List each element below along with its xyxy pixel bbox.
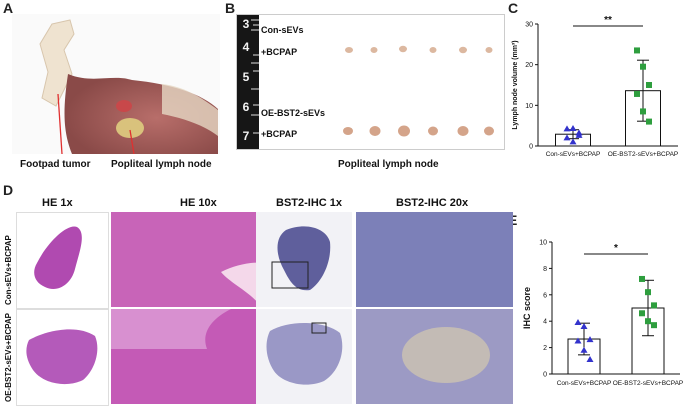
data-point [639,275,645,282]
y-tick-label: 0 [529,144,533,151]
data-point [634,90,640,97]
he-1x-con [16,212,109,309]
y-axis-label: IHC score [522,287,532,329]
data-point [574,319,582,326]
lymph-node-photo: Con-sEVs +BCPAP OE-BST2-sEVs +BCPAP 3 4 [236,14,505,150]
he-1x-oe [16,309,109,406]
ruler-num-7: 7 [242,129,250,143]
data-point [645,289,651,296]
panel-letter-d: D [3,182,14,198]
y-tick-label: 6 [543,292,547,299]
data-point [640,108,646,115]
row-label-con: Con-sEVs+BCPAP [4,235,13,305]
label-footpad-tumor: Footpad tumor [20,159,91,170]
ruler-num-4: 4 [242,40,250,54]
row2-label-line1: OE-BST2-sEVs [261,108,326,118]
ruler-num-3: 3 [242,17,250,31]
panel-letter-c: C [508,0,519,16]
data-point [646,82,652,88]
row2-label-line2: +BCPAP [261,129,298,139]
chart-ihc-score: 0 2 4 6 8 10 IHC score Con-sEVs+BCPAP OE-BST2-sE… [522,240,684,388]
panel-letter-b: B [225,0,236,16]
data-point [574,337,582,344]
category-label: OE-BST2-sEVs+BCPAP [613,380,684,387]
col-header-bst2-ihc-20x: BST2-IHC 20x [396,197,469,209]
category-label: Con-sEVs+BCPAP [546,151,601,158]
data-point [580,346,588,353]
data-point [645,318,651,325]
data-point [651,322,657,329]
data-point [640,63,646,70]
data-point [563,134,571,141]
data-point [569,138,577,145]
col-header-bst2-ihc-1x: BST2-IHC 1x [276,197,343,209]
y-tick-label: 10 [539,240,547,247]
label-popliteal-lymph-node: Popliteal lymph node [111,159,212,170]
row1-label-line2: +BCPAP [261,47,298,57]
ruler-num-6: 6 [242,100,250,114]
data-point [569,125,577,132]
y-tick-label: 0 [543,372,547,379]
col-header-he-1x: HE 1x [42,197,73,209]
y-axis-label: Lymph node volume (mm³) [512,40,519,129]
data-point [586,336,594,343]
chart-lymph-node-volume: 0 10 20 30 Lymph node volume (mm³) Con-sEVs+B… [512,15,679,158]
data-point [586,355,594,362]
y-tick-label: 20 [525,62,533,69]
category-label: OE-BST2-sEVs+BCPAP [608,151,679,158]
significance-label: ** [604,15,612,26]
row-label-oe: OE-BST2-sEVs+BCPAP [4,313,13,402]
significance-label: * [614,243,618,254]
data-point [639,310,645,317]
row1-label-line1: Con-sEVs [261,25,304,35]
ruler-num-5: 5 [242,70,250,84]
y-tick-label: 30 [525,22,533,29]
y-tick-label: 8 [543,266,547,273]
panel-b-caption: Popliteal lymph node [338,159,439,170]
panel-letter-a: A [3,0,14,16]
data-point [563,125,571,132]
ihc-20x-oe [356,309,513,404]
data-point [651,302,657,309]
y-tick-label: 4 [543,319,547,326]
mouse-leg-photo [12,14,220,154]
ihc-20x-con [356,212,513,307]
y-tick-label: 2 [543,345,547,352]
y-tick-label: 10 [525,103,533,110]
data-point [634,47,640,54]
col-header-he-10x: HE 10x [180,197,217,209]
data-point [580,322,588,329]
ihc-1x-con [256,212,352,307]
data-point [646,118,652,125]
ihc-1x-oe [256,309,352,404]
data-point [575,131,583,138]
category-label: Con-sEVs+BCPAP [557,380,612,387]
